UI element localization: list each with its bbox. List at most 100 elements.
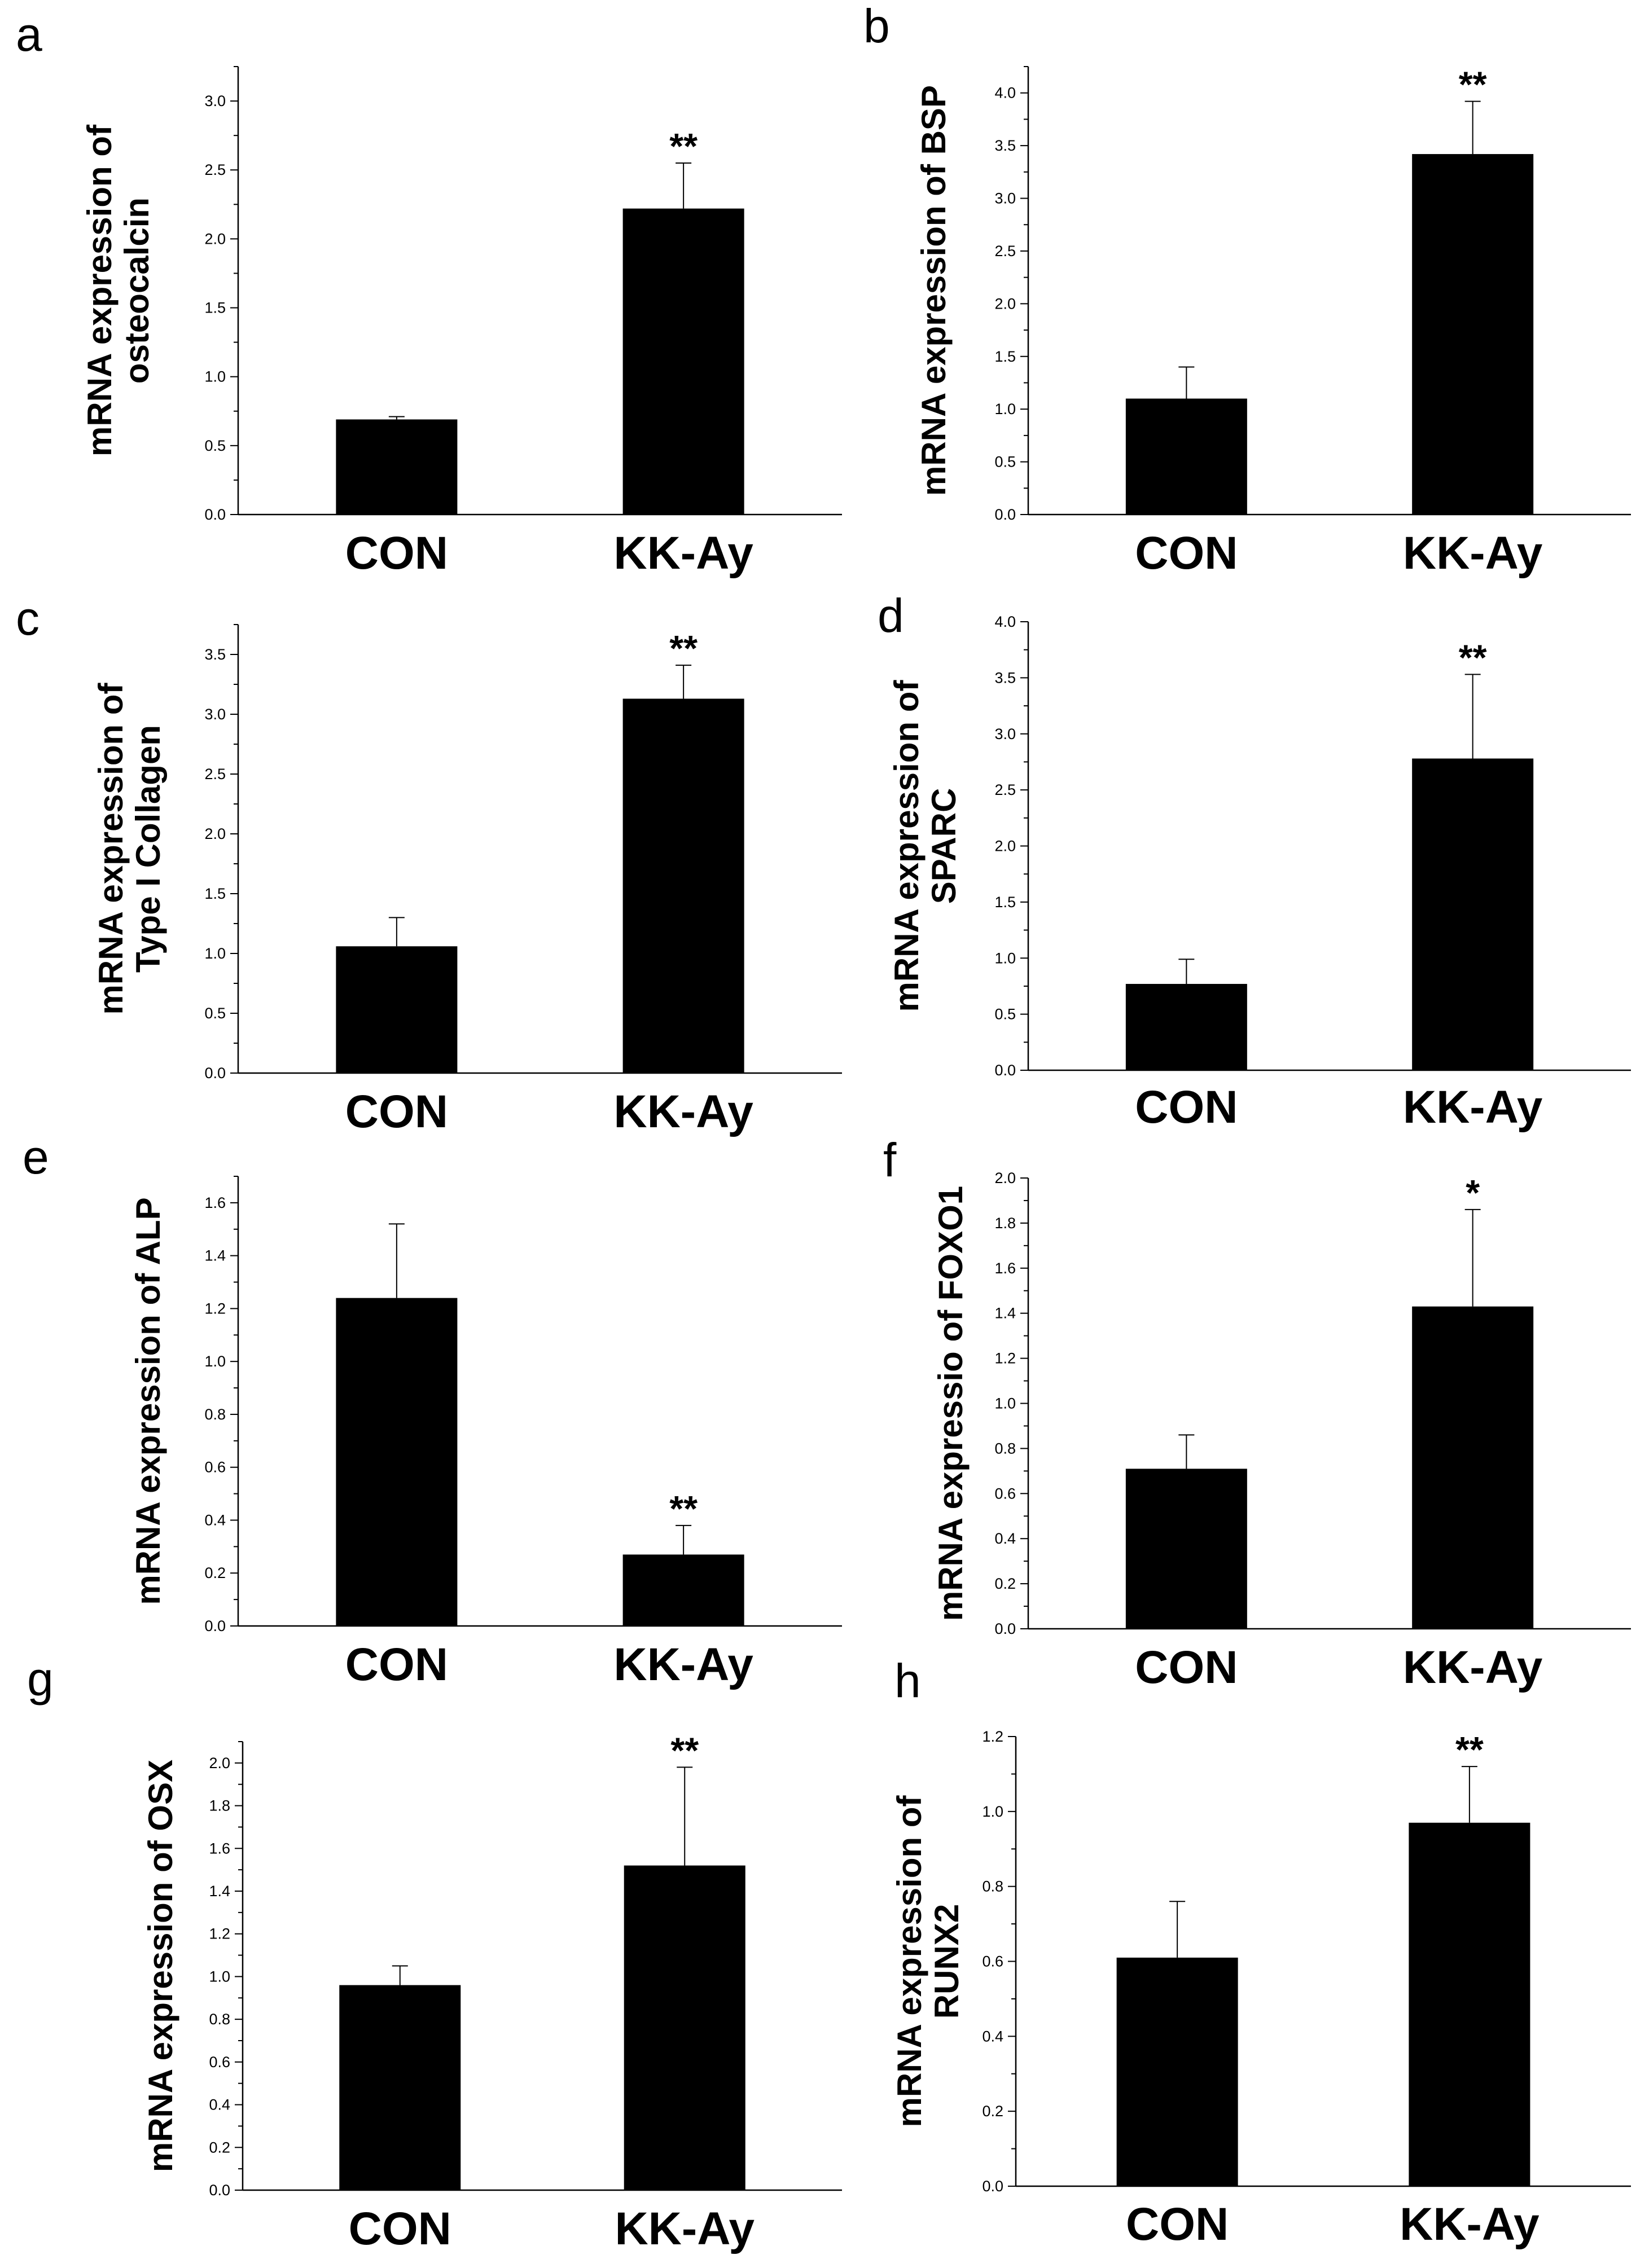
y-tick-label: 0.6 <box>209 2054 230 2071</box>
chart-panel-d: d 0.0 0.5 1.0 1.5 2.0 2.5 3.0 3.5 4.0 mRNA express… <box>878 589 1631 1133</box>
x-category-label: KK-Ay <box>615 2203 755 2254</box>
bar-kk-ay <box>1409 1822 1530 2186</box>
y-tick-label: 0.2 <box>982 2103 1003 2120</box>
y-tick-label: 1.0 <box>209 1968 230 1985</box>
significance-marker: * <box>1466 1172 1480 1213</box>
bar-con <box>1125 398 1247 515</box>
y-tick-label: 1.2 <box>204 1300 226 1317</box>
y-tick-label: 1.0 <box>982 1803 1003 1820</box>
panel-letter: b <box>863 0 890 52</box>
panel-letter: d <box>878 589 904 642</box>
panel-letter: g <box>27 1652 54 1706</box>
y-tick-label: 0.5 <box>994 1006 1016 1023</box>
x-category-label: KK-Ay <box>1403 1642 1543 1693</box>
significance-marker: ** <box>669 628 698 669</box>
y-tick-label: 1.6 <box>209 1840 230 1857</box>
y-tick-label: 2.0 <box>204 230 226 247</box>
y-axis-label-line: mRNA expression of <box>891 1795 928 2128</box>
x-category-label: KK-Ay <box>1403 528 1543 579</box>
bar-con <box>1116 1957 1238 2186</box>
bar-kk-ay <box>1412 1306 1534 1629</box>
y-axis-label-line: mRNA expression of <box>888 680 926 1012</box>
y-tick-label: 0.0 <box>994 1620 1016 1637</box>
y-tick-label: 2.5 <box>994 243 1016 260</box>
y-tick-label: 0.8 <box>994 1440 1016 1457</box>
y-axis-label: mRNA expression ofType I Collagen <box>92 683 167 1015</box>
bar-con <box>1125 983 1247 1070</box>
y-tick-label: 1.2 <box>982 1728 1003 1745</box>
y-tick-label: 1.5 <box>204 300 226 317</box>
x-category-label: KK-Ay <box>1403 1082 1543 1133</box>
y-tick-label: 0.2 <box>209 2139 230 2156</box>
y-axis-label: mRNA expression of BSP <box>915 85 953 496</box>
x-category-label: CON <box>1126 2199 1229 2250</box>
y-axis-label: mRNA expression ofRUNX2 <box>891 1795 966 2128</box>
significance-marker: ** <box>1459 637 1487 678</box>
y-tick-label: 1.4 <box>204 1247 226 1264</box>
x-category-label: CON <box>345 1639 448 1690</box>
y-tick-label: 0.0 <box>994 506 1016 523</box>
bar-con <box>336 1298 458 1626</box>
x-category-label: KK-Ay <box>613 1639 753 1690</box>
y-tick-label: 4.0 <box>994 613 1016 630</box>
bar-con <box>1125 1469 1247 1629</box>
y-tick-label: 1.6 <box>994 1260 1016 1277</box>
bar-kk-ay <box>622 1554 744 1626</box>
y-axis-label-line: mRNA expression of <box>92 683 130 1015</box>
panel-letter: h <box>894 1654 921 1707</box>
y-tick-label: 3.0 <box>994 190 1016 207</box>
y-tick-label: 0.6 <box>994 1485 1016 1502</box>
y-tick-label: 0.0 <box>204 506 226 523</box>
y-axis-label-line: SPARC <box>925 788 963 904</box>
y-tick-label: 2.5 <box>994 781 1016 798</box>
y-axis-label-line: mRNA expression of ALP <box>129 1197 167 1605</box>
chart-panel-c: c 0.0 0.5 1.0 1.5 2.0 2.5 3.0 3.5 mRNA expression… <box>16 592 842 1137</box>
y-tick-label: 1.5 <box>994 894 1016 911</box>
y-tick-label: 0.0 <box>209 2182 230 2199</box>
y-axis-label: mRNA expression of OSX <box>142 1760 179 2172</box>
x-category-label: KK-Ay <box>613 528 753 579</box>
y-tick-label: 1.6 <box>204 1194 226 1211</box>
significance-marker: ** <box>669 126 698 166</box>
y-tick-label: 0.8 <box>204 1406 226 1423</box>
y-axis-label: mRNA expression ofosteocalcin <box>81 124 156 456</box>
x-category-label: CON <box>1135 1082 1238 1133</box>
significance-marker: ** <box>669 1488 698 1529</box>
y-tick-label: 1.5 <box>994 348 1016 365</box>
y-tick-label: 1.0 <box>994 1395 1016 1412</box>
y-tick-label: 0.4 <box>982 2028 1003 2045</box>
bar-kk-ay <box>1412 758 1534 1070</box>
y-tick-label: 1.8 <box>209 1797 230 1814</box>
y-tick-label: 3.5 <box>204 646 226 663</box>
y-tick-label: 0.2 <box>994 1575 1016 1592</box>
y-tick-label: 0.4 <box>994 1530 1016 1547</box>
bar-kk-ay <box>622 208 744 515</box>
chart-panel-e: e 0.0 0.2 0.4 0.6 0.8 1.0 1.2 1.4 1.6 mRNA express… <box>23 1131 842 1690</box>
y-tick-label: 1.2 <box>209 1926 230 1942</box>
significance-marker: ** <box>1459 64 1487 105</box>
y-tick-label: 2.0 <box>994 838 1016 855</box>
y-tick-label: 0.8 <box>982 1878 1003 1895</box>
panel-letter: c <box>16 592 40 645</box>
x-category-label: KK-Ay <box>1400 2199 1540 2250</box>
y-tick-label: 3.5 <box>994 137 1016 154</box>
y-tick-label: 0.5 <box>204 437 226 454</box>
y-tick-label: 3.5 <box>994 669 1016 686</box>
y-tick-label: 2.0 <box>204 825 226 842</box>
y-tick-label: 2.0 <box>994 1170 1016 1186</box>
y-axis-label-line: mRNA expression of OSX <box>142 1760 179 2172</box>
y-axis-label: mRNA expression ofSPARC <box>888 680 963 1012</box>
y-tick-label: 1.0 <box>204 368 226 385</box>
x-category-label: CON <box>1135 528 1238 579</box>
y-tick-label: 0.5 <box>994 454 1016 471</box>
y-axis-label-line: osteocalcin <box>118 197 156 384</box>
y-axis-label-line: Type I Collagen <box>129 725 167 973</box>
y-tick-label: 4.0 <box>994 85 1016 102</box>
bar-con <box>336 946 458 1073</box>
y-tick-label: 0.5 <box>204 1005 226 1022</box>
y-tick-label: 3.0 <box>204 93 226 109</box>
y-tick-label: 0.0 <box>994 1062 1016 1079</box>
y-tick-label: 3.0 <box>204 706 226 723</box>
y-tick-label: 1.0 <box>204 1353 226 1370</box>
